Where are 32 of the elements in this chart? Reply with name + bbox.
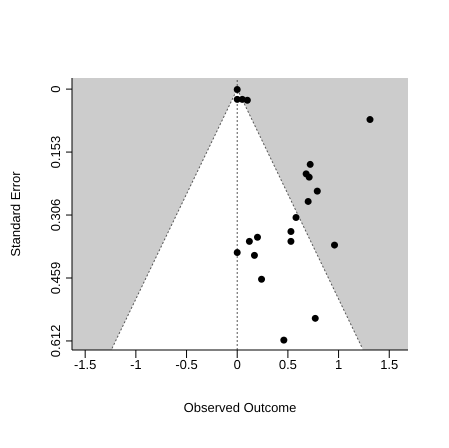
point xyxy=(246,238,253,245)
y-tick-label: 0 xyxy=(48,85,63,93)
y-tick-label: 0.612 xyxy=(48,324,63,358)
point xyxy=(306,160,314,168)
y-tick-label: 0.306 xyxy=(48,198,63,232)
point xyxy=(366,116,374,124)
x-tick-label: 0 xyxy=(234,357,241,372)
x-axis-title: Observed Outcome xyxy=(184,400,296,415)
point xyxy=(312,314,319,322)
x-tick-label: -1.5 xyxy=(74,357,96,372)
point xyxy=(244,96,251,104)
point xyxy=(314,188,321,195)
x-tick-label: 1 xyxy=(334,357,342,372)
point xyxy=(280,336,288,344)
point xyxy=(234,86,241,94)
y-tick-label: 0.459 xyxy=(48,262,63,294)
point xyxy=(287,228,294,235)
x-tick-label: -0.5 xyxy=(175,357,198,372)
x-tick-label: -1 xyxy=(130,357,142,372)
x-tick-label: 0.5 xyxy=(278,357,297,372)
y-tick-label: 0.153 xyxy=(48,136,63,168)
point xyxy=(250,252,258,259)
point xyxy=(292,214,300,221)
point xyxy=(254,234,261,241)
point xyxy=(234,248,241,256)
y-axis-title: Standard Error xyxy=(8,170,23,257)
point xyxy=(258,276,266,283)
point xyxy=(287,238,294,245)
x-tick-label: 1.5 xyxy=(380,357,398,372)
point xyxy=(306,174,313,181)
point xyxy=(331,242,338,249)
point xyxy=(304,198,312,205)
